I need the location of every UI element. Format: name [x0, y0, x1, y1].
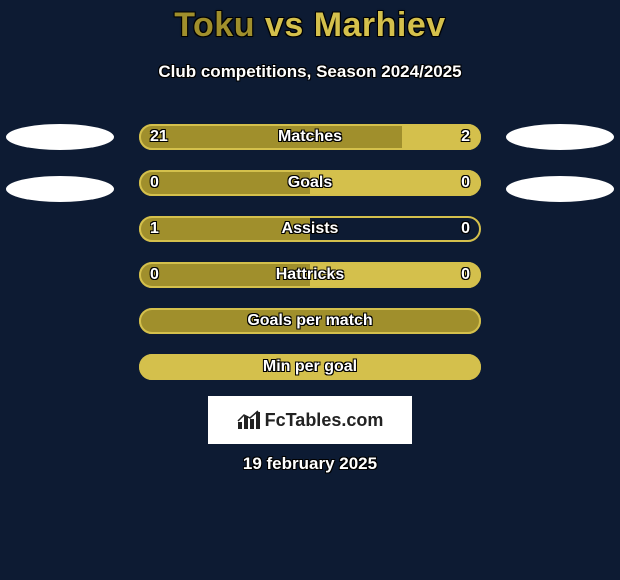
stat-bar-track: [139, 216, 481, 242]
stat-bar-track: [139, 354, 481, 380]
stat-bar-left: [139, 170, 310, 196]
fctables-logo: FcTables.com: [208, 396, 412, 444]
date-text: 19 february 2025: [0, 454, 620, 474]
stat-row: Goals00: [0, 170, 620, 196]
stat-row: Hattricks00: [0, 262, 620, 288]
player1-badge: [6, 176, 114, 202]
stat-row: Min per goal: [0, 354, 620, 380]
title-player2: Marhiev: [314, 6, 446, 44]
stat-bar-track: [139, 262, 481, 288]
comparison-title: Toku vs Marhiev: [0, 6, 620, 45]
bar-chart-icon: [237, 410, 261, 430]
stat-bar-left: [139, 216, 310, 242]
stat-row: Assists10: [0, 216, 620, 242]
subtitle: Club competitions, Season 2024/2025: [0, 62, 620, 82]
stat-bar-right: [139, 354, 481, 380]
player2-badge: [506, 176, 614, 202]
stat-bar-track: [139, 170, 481, 196]
stat-bar-right: [310, 262, 481, 288]
logo-text: FcTables.com: [265, 410, 384, 431]
stat-bar-right: [310, 170, 481, 196]
stat-bar-left: [139, 124, 402, 150]
stat-bar-track: [139, 308, 481, 334]
background: [0, 0, 620, 580]
title-vs: vs: [255, 6, 314, 44]
stat-bar-left: [139, 262, 310, 288]
stat-row: Matches212: [0, 124, 620, 150]
player2-badge: [506, 124, 614, 150]
stat-bar-right: [402, 124, 481, 150]
player1-badge: [6, 124, 114, 150]
stat-row: Goals per match: [0, 308, 620, 334]
title-player1: Toku: [174, 6, 255, 44]
stat-bar-track: [139, 124, 481, 150]
stat-bar-left: [139, 308, 481, 334]
